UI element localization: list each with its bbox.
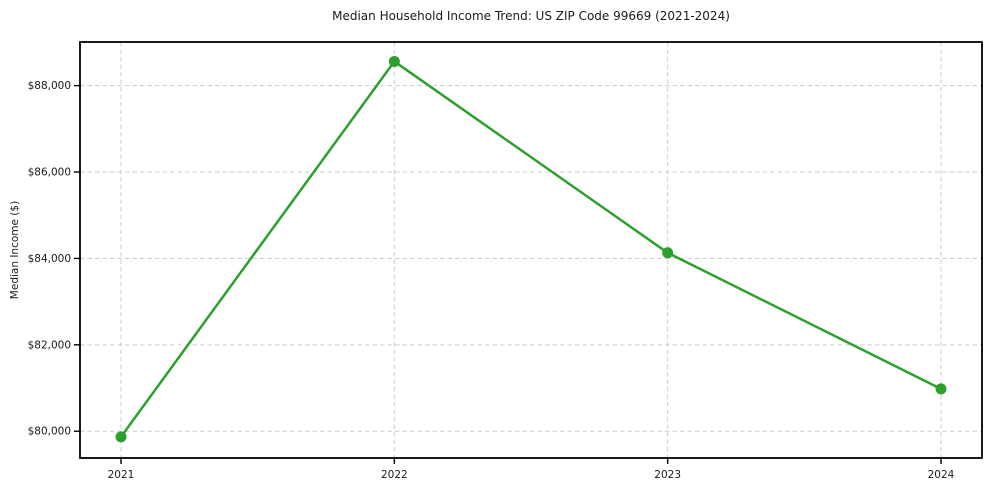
data-point-2021 xyxy=(115,431,127,443)
data-point-2024 xyxy=(935,383,947,395)
y-tick-label: $80,000 xyxy=(28,426,71,438)
chart-title: Median Household Income Trend: US ZIP Co… xyxy=(332,9,730,23)
y-tick-label: $88,000 xyxy=(28,80,71,92)
plot-frame xyxy=(79,41,983,459)
x-tick-label: 2021 xyxy=(108,469,135,481)
data-point-2023 xyxy=(662,247,674,259)
trend-line xyxy=(119,60,943,439)
data-point-2022 xyxy=(388,55,400,67)
y-tick-label: $86,000 xyxy=(28,167,71,179)
y-tick-label: $84,000 xyxy=(28,253,71,265)
x-tick-label: 2022 xyxy=(381,469,408,481)
x-tick-label: 2024 xyxy=(928,469,955,481)
x-tick-label: 2023 xyxy=(654,469,681,481)
y-tick-label: $82,000 xyxy=(28,339,71,351)
